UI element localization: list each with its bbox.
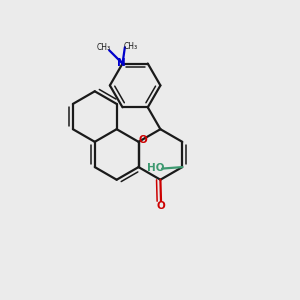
Text: N: N (117, 58, 125, 68)
Text: O: O (157, 202, 166, 212)
Text: CH₃: CH₃ (97, 43, 111, 52)
Text: HO: HO (147, 163, 164, 173)
Text: CH₃: CH₃ (123, 41, 137, 50)
Text: O: O (139, 135, 148, 145)
